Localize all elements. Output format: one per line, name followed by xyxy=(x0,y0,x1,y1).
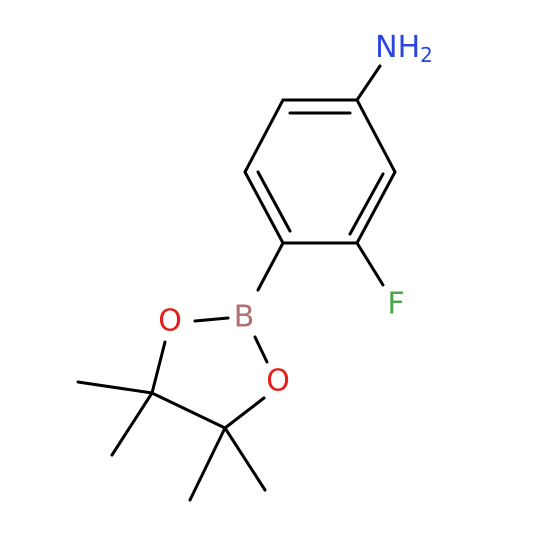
bond xyxy=(188,426,227,502)
bond xyxy=(223,396,266,430)
bond xyxy=(348,172,385,236)
bond xyxy=(150,340,167,395)
bond xyxy=(256,170,292,233)
atom-label-main: NH xyxy=(375,30,420,65)
atom-label: F xyxy=(387,287,404,322)
bond xyxy=(243,170,285,245)
atom-label: B xyxy=(234,300,255,335)
atom-label: O xyxy=(266,364,290,399)
bonds xyxy=(76,64,397,502)
bond xyxy=(355,64,382,102)
bond xyxy=(355,170,397,245)
bond xyxy=(76,380,154,395)
bond xyxy=(193,316,230,323)
bond xyxy=(223,426,267,492)
atom-label-subscript: 2 xyxy=(420,43,433,67)
atom-label: NH2 xyxy=(375,30,433,67)
bond xyxy=(355,241,385,287)
atom-label: O xyxy=(158,304,182,339)
bond xyxy=(253,335,269,364)
bond xyxy=(256,241,285,292)
bond xyxy=(355,98,397,174)
bond xyxy=(150,391,227,430)
bond xyxy=(110,391,154,457)
bond xyxy=(243,98,285,174)
